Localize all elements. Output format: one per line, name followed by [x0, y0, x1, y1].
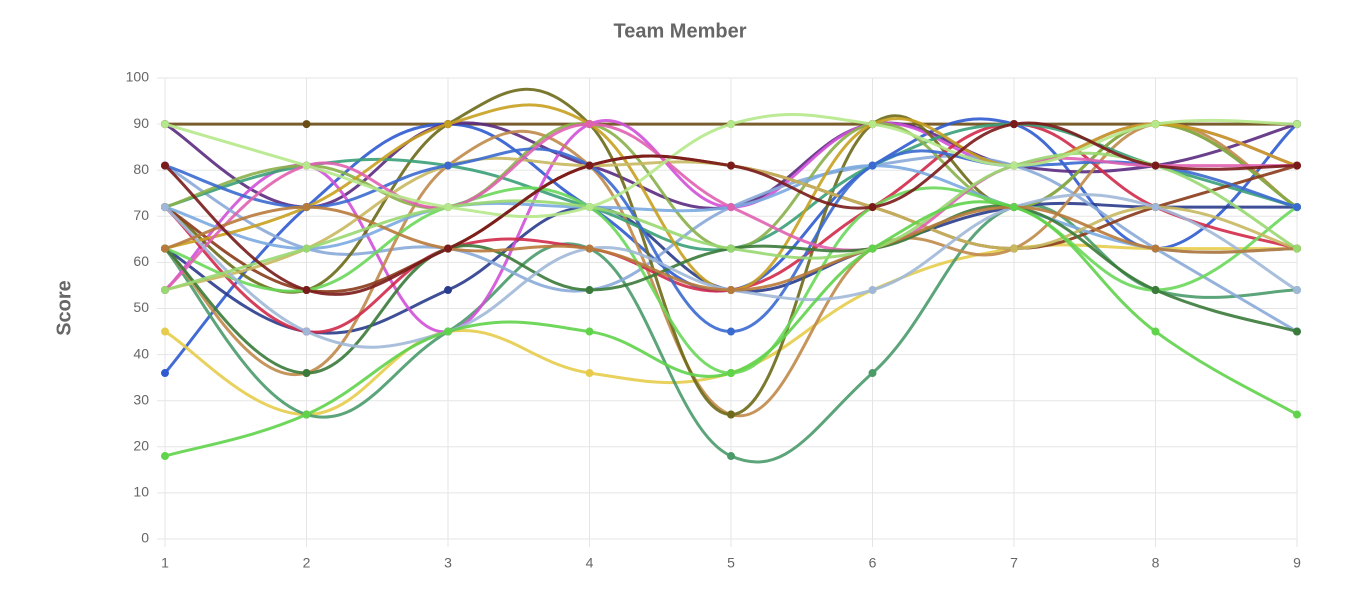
y-tick-label: 10	[133, 484, 149, 500]
data-point	[1293, 410, 1301, 419]
data-point	[727, 452, 735, 461]
data-point	[585, 161, 594, 170]
data-point	[444, 327, 452, 336]
data-point	[1010, 161, 1018, 170]
x-tick-label: 7	[1010, 555, 1018, 571]
x-tick-label: 4	[586, 555, 594, 571]
data-point	[868, 244, 877, 253]
series-line	[164, 204, 1298, 375]
data-point	[302, 327, 311, 336]
data-point	[1293, 161, 1301, 170]
data-point	[302, 369, 311, 378]
data-point	[868, 203, 877, 212]
data-point	[1010, 120, 1018, 129]
x-tick-label: 1	[161, 555, 169, 571]
data-point	[444, 161, 452, 170]
y-tick-label: 90	[133, 115, 149, 131]
data-point	[727, 286, 735, 295]
data-point	[444, 244, 452, 253]
data-point	[161, 327, 169, 336]
data-point	[1293, 120, 1301, 129]
series-line	[164, 121, 1298, 296]
data-point	[1151, 161, 1160, 170]
data-point	[1010, 203, 1018, 212]
y-tick-label: 40	[133, 345, 149, 361]
data-point	[1151, 203, 1160, 212]
data-point	[868, 369, 877, 378]
data-point	[161, 244, 169, 253]
data-point	[161, 120, 169, 129]
data-point	[302, 161, 311, 170]
data-point	[727, 120, 735, 129]
data-point	[1151, 244, 1160, 253]
data-point	[161, 452, 169, 461]
x-tick-label: 2	[303, 555, 311, 571]
y-tick-label: 60	[133, 253, 149, 269]
y-tick-label: 80	[133, 161, 149, 177]
chart-title: Team Member	[613, 20, 746, 42]
data-point	[1151, 120, 1160, 129]
data-point	[1293, 327, 1301, 336]
data-point	[868, 286, 877, 295]
y-tick-label: 70	[133, 207, 149, 223]
x-tick-label: 5	[727, 555, 735, 571]
y-axis-label: Score	[53, 280, 75, 336]
data-point	[727, 369, 735, 378]
data-point	[1293, 286, 1301, 295]
x-tick-label: 9	[1293, 555, 1301, 571]
series-line	[163, 203, 1298, 464]
data-point	[727, 327, 735, 336]
data-point	[868, 120, 877, 129]
data-point	[161, 203, 169, 212]
x-tick-label: 3	[444, 555, 452, 571]
data-point	[1151, 286, 1160, 295]
y-tick-label: 30	[133, 391, 149, 407]
data-point	[302, 120, 311, 129]
data-point	[161, 161, 169, 170]
y-tick-label: 0	[141, 530, 149, 546]
data-point	[302, 410, 311, 419]
data-point	[868, 161, 877, 170]
x-tick-label: 6	[869, 555, 877, 571]
data-point	[302, 203, 311, 212]
data-point	[585, 120, 594, 129]
data-point	[161, 369, 169, 378]
y-tick-label: 20	[133, 438, 149, 454]
data-point	[444, 203, 452, 212]
data-point	[727, 203, 735, 212]
data-point	[444, 120, 452, 129]
data-point	[302, 286, 311, 295]
data-point	[585, 203, 594, 212]
data-point	[727, 410, 735, 419]
data-point	[444, 286, 452, 295]
data-point	[1293, 244, 1301, 253]
x-tick-label: 8	[1152, 555, 1160, 571]
data-point	[161, 286, 169, 295]
data-point	[585, 286, 594, 295]
y-tick-label: 100	[126, 69, 150, 85]
data-point	[302, 244, 311, 253]
data-point	[1151, 327, 1160, 336]
data-point	[1010, 244, 1018, 253]
data-point	[1293, 203, 1301, 212]
y-tick-label: 50	[133, 299, 149, 315]
data-point	[585, 327, 594, 336]
data-point	[585, 369, 594, 378]
data-point	[727, 244, 735, 253]
data-point	[585, 244, 594, 253]
series-line	[164, 122, 1298, 418]
data-point	[727, 161, 735, 170]
series-line	[164, 122, 1297, 292]
